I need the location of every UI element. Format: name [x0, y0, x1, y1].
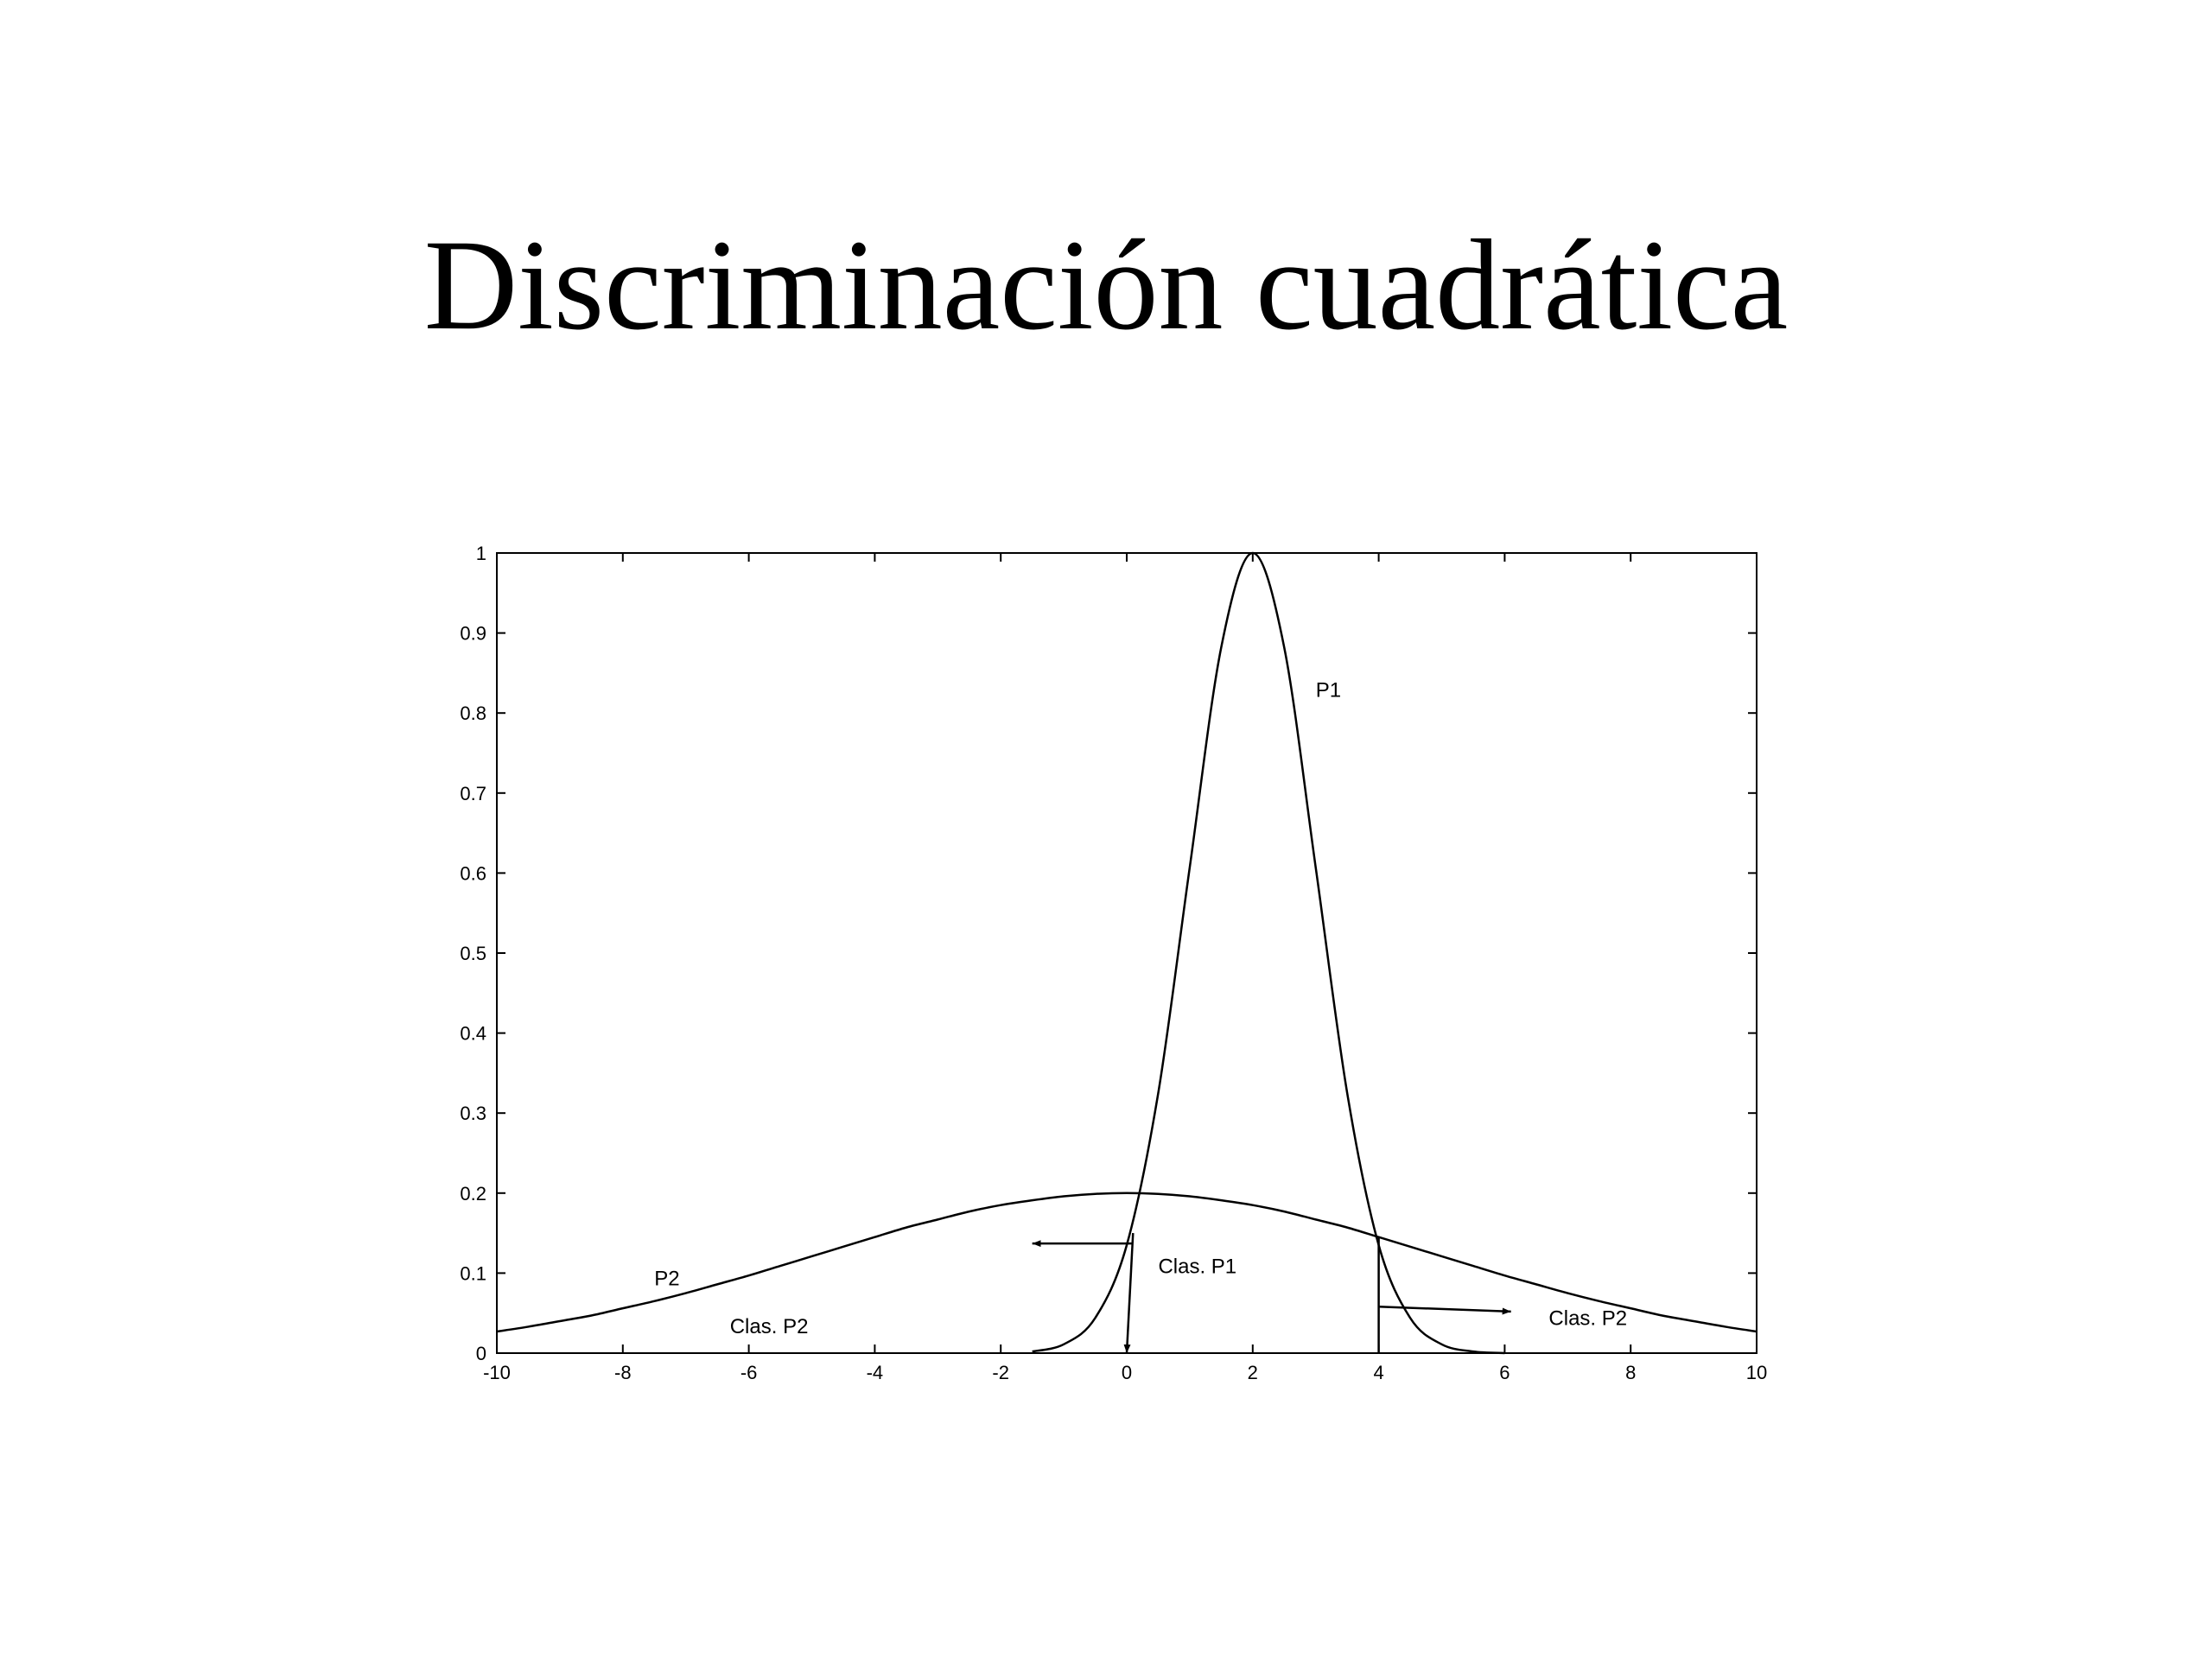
y-tick-label: 0.1 [460, 1262, 486, 1284]
arrow [1378, 1306, 1511, 1315]
series-line [1032, 551, 1505, 1355]
y-tick-label: 0.8 [460, 702, 486, 724]
x-tick-label: -6 [741, 1362, 758, 1383]
curve-label: P2 [654, 1267, 679, 1290]
x-tick-label: 0 [1122, 1362, 1132, 1383]
y-tick-label: 0.5 [460, 943, 486, 964]
annotation: Clas. P2 [730, 1315, 809, 1338]
x-tick-label: -8 [614, 1362, 632, 1383]
y-tick-label: 0.3 [460, 1103, 486, 1124]
y-tick-label: 0.7 [460, 783, 486, 804]
annotation: Clas. P2 [1548, 1307, 1627, 1331]
y-tick-label: 0 [476, 1343, 486, 1364]
slide-title: Discriminación cuadrática [424, 213, 1788, 357]
annotation: Clas. P1 [1158, 1255, 1236, 1278]
x-tick-label: 6 [1499, 1362, 1510, 1383]
y-tick-label: 1 [476, 543, 486, 564]
x-tick-label: 4 [1373, 1362, 1383, 1383]
y-tick-label: 0.4 [460, 1023, 486, 1045]
series-line [496, 1192, 1758, 1333]
y-tick-label: 0.9 [460, 623, 486, 645]
x-tick-label: -4 [867, 1362, 884, 1383]
x-tick-label: -2 [992, 1362, 1009, 1383]
x-tick-label: 2 [1248, 1362, 1258, 1383]
x-tick-label: 8 [1625, 1362, 1636, 1383]
x-tick-label: 10 [1746, 1362, 1767, 1383]
curve-label: P1 [1316, 679, 1341, 702]
x-tick-label: -10 [483, 1362, 511, 1383]
y-tick-label: 0.6 [460, 862, 486, 884]
boundary [1123, 1233, 1135, 1354]
y-tick-label: 0.2 [460, 1183, 486, 1205]
